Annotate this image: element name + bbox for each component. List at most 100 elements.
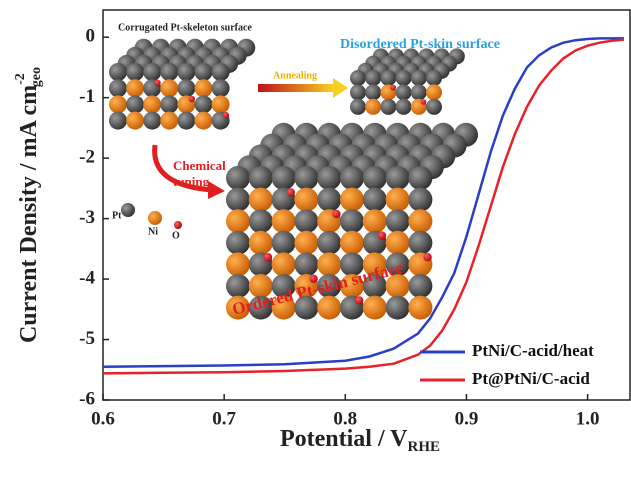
x-tick-label: 1.0 [576, 408, 600, 429]
atom [272, 209, 296, 233]
atom [426, 70, 442, 86]
x-axis-label: Potential / VRHE [280, 426, 440, 456]
oxygen [154, 80, 160, 86]
y-tick-label: -5 [79, 328, 95, 349]
atom [126, 79, 144, 97]
annotation: Ni [148, 226, 158, 237]
atom [365, 84, 381, 100]
annealing-arrow-head [333, 78, 348, 98]
atom [350, 84, 366, 100]
atom [365, 99, 381, 115]
oxygen [189, 96, 195, 102]
x-axis-label-main: Potential / V [280, 426, 408, 452]
atom [340, 231, 364, 255]
atom [340, 209, 364, 233]
atom [143, 112, 161, 130]
atom [160, 63, 178, 81]
atom [195, 112, 213, 130]
atom [226, 209, 250, 233]
annotation: Pt [112, 210, 122, 221]
atom [408, 296, 432, 320]
atom [126, 112, 144, 130]
atom [294, 252, 318, 276]
atom [249, 166, 273, 190]
tuning-arrow-head [208, 181, 225, 199]
atom [143, 95, 161, 113]
y-axis-label-sup: -2 [13, 73, 28, 85]
chart: Corrugated Pt-skeleton surfaceDisordered… [0, 0, 631, 488]
atom [380, 99, 396, 115]
atom [426, 99, 442, 115]
atom [363, 166, 387, 190]
oxygen [355, 296, 363, 304]
legend-label: Pt@PtNi/C-acid [472, 369, 590, 388]
atom [126, 63, 144, 81]
annotation: O [172, 230, 180, 241]
y-tick-label: -2 [79, 146, 95, 167]
atom [226, 188, 250, 212]
atom [386, 296, 410, 320]
oxygen [332, 210, 340, 218]
y-tick-label: -4 [79, 267, 95, 288]
y-axis-label: Current Density / mA cm-2geo [13, 67, 44, 343]
atom [249, 231, 273, 255]
atom [408, 166, 432, 190]
atom [294, 209, 318, 233]
oxygen [378, 231, 386, 239]
atom [350, 99, 366, 115]
atom [363, 296, 387, 320]
atom [249, 209, 273, 233]
annotation: Corrugated Pt-skeleton surface [118, 22, 252, 33]
atom [177, 79, 195, 97]
oxygen [423, 253, 431, 261]
atom [249, 188, 273, 212]
atom [411, 84, 427, 100]
atom [272, 166, 296, 190]
y-tick-label: -1 [79, 86, 95, 107]
atom [109, 79, 127, 97]
atom [363, 188, 387, 212]
y-tick-label: 0 [86, 26, 96, 47]
annotation: Annealing [273, 70, 317, 81]
atom [212, 63, 230, 81]
atom [272, 252, 296, 276]
oxygen [390, 85, 396, 91]
atom [294, 231, 318, 255]
atom [143, 63, 161, 81]
atom [160, 79, 178, 97]
atom [386, 209, 410, 233]
atom [426, 84, 442, 100]
atom [317, 231, 341, 255]
atom [294, 166, 318, 190]
oxygen [287, 188, 295, 196]
oxygen [421, 99, 427, 105]
atom [396, 84, 412, 100]
atom [408, 231, 432, 255]
atom [340, 188, 364, 212]
atom [109, 63, 127, 81]
atom [386, 231, 410, 255]
atom [195, 79, 213, 97]
atom [386, 166, 410, 190]
atom [363, 209, 387, 233]
x-tick-label: 0.6 [91, 408, 115, 429]
atom [226, 274, 250, 298]
atom [195, 63, 213, 81]
y-axis-label-main: Current Density / mA cm [16, 85, 42, 343]
legend-label: PtNi/C-acid/heat [472, 341, 594, 360]
illustration: Corrugated Pt-skeleton surfaceDisordered… [109, 22, 500, 319]
atom [109, 95, 127, 113]
atom [160, 112, 178, 130]
atom [294, 188, 318, 212]
y-axis-label-sub: geo [29, 67, 44, 87]
atom [177, 63, 195, 81]
x-tick-label: 0.9 [455, 408, 479, 429]
x-axis-label-sub: RHE [408, 439, 441, 455]
annealing-arrow [258, 84, 333, 92]
atom [380, 70, 396, 86]
atom [396, 70, 412, 86]
y-tick-label: -3 [79, 207, 95, 228]
oxygen [223, 112, 229, 118]
oxygen [174, 221, 182, 229]
atom [396, 99, 412, 115]
